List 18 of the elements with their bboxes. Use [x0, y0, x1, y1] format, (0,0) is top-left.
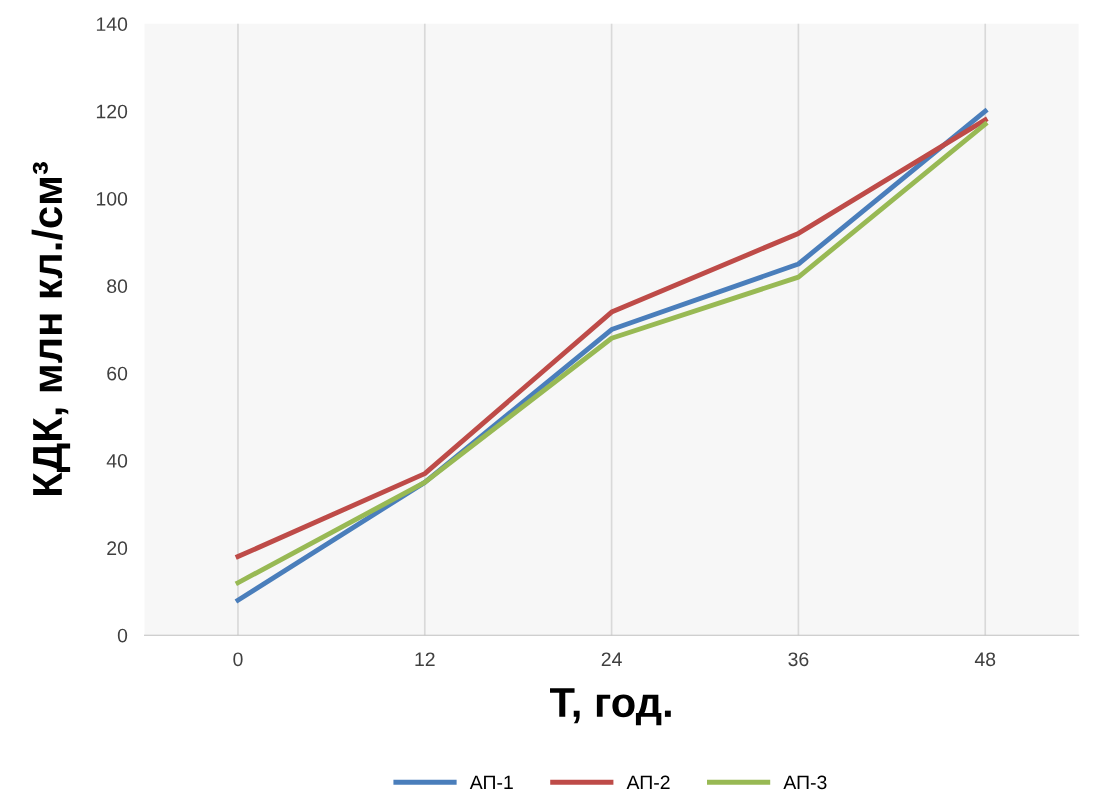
legend-label: АП-3	[783, 775, 827, 790]
y-tick-label: 40	[106, 453, 128, 468]
y-axis-title: КДК, млн кл./см³	[31, 162, 71, 496]
y-tick-label: 100	[96, 191, 128, 206]
x-tick-label: 0	[233, 652, 243, 667]
y-tick-label: 20	[107, 541, 128, 556]
x-tick-label: 36	[788, 652, 809, 667]
y-tick-label: 140	[96, 17, 128, 32]
y-tick-label: 80	[107, 279, 128, 294]
legend-label: АП-1	[469, 775, 513, 790]
y-tick-label: 120	[96, 104, 128, 119]
y-tick-label: 0	[117, 628, 128, 643]
x-tick-label: 48	[974, 652, 996, 667]
x-tick-label: 24	[601, 652, 622, 666]
legend-label: АП-2	[626, 775, 670, 790]
x-tick-label: 12	[415, 652, 435, 666]
x-axis-title: Т, год.	[550, 688, 671, 726]
y-tick-label: 60	[107, 366, 128, 381]
